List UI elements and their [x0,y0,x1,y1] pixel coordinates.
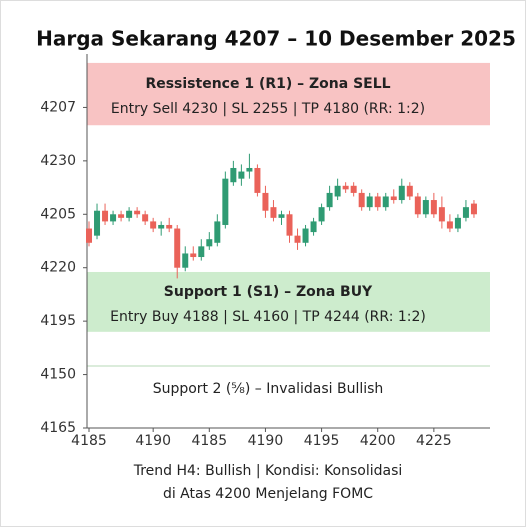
candle-body [110,214,117,222]
y-tick-label: 4205 [40,206,76,222]
x-tick-label: 4185 [191,433,227,449]
candle-body [262,192,269,211]
candle-body [286,214,293,236]
x-tick-label: 4185 [71,433,107,449]
zone-title: Support 1 (S1) – Zona BUY [164,284,373,300]
candle-body [326,192,333,208]
candle-body [166,224,173,229]
candle-body [350,185,357,193]
zone-title: Ressistence 1 (R1) – Zona SELL [145,76,390,92]
candle-body [454,217,461,229]
candle-body [390,196,397,201]
y-tick-label: 4220 [40,260,76,276]
candle-body [126,210,133,218]
candle-body [222,178,229,225]
candle-body [310,221,317,233]
candle-body [246,167,253,172]
candle-body [406,185,413,197]
support-text: Support 2 (⅝) – Invalidasi Bullish [153,381,384,397]
candle-body [118,214,125,218]
candle-body [302,228,309,243]
candle-body [334,185,341,197]
zone [87,62,490,126]
x-tick-label: 4195 [304,433,340,449]
zone-text: Entry Sell 4230 | SL 2255 | TP 4180 (RR:… [111,101,425,117]
candle-body [438,207,445,222]
candle-body [430,200,437,215]
candle-body [278,214,285,218]
candle-body [398,185,405,201]
candle-body [382,196,389,208]
candle-body [230,167,237,183]
candle-body [318,207,325,222]
candle-body [158,224,165,229]
candle-body [270,207,277,218]
y-tick-label: 4230 [40,153,76,169]
footer-line: Trend H4: Bullish | Kondisi: Konsolidasi [133,463,403,479]
footer-line: di Atas 4200 Menjelang FOMC [163,486,373,502]
y-tick-label: 4207 [40,99,76,115]
y-tick-label: 4165 [40,420,76,436]
candle-body [374,196,381,208]
chart-title: Harga Sekarang 4207 – 10 Desember 2025 [36,27,516,51]
candle-body [422,200,429,215]
candle-body [134,210,141,215]
y-tick-label: 4195 [40,313,76,329]
x-tick-label: 4225 [416,433,452,449]
candle-body [102,210,109,222]
candle-body [86,228,93,243]
candle-body [142,214,149,222]
x-tick-label: 4190 [248,433,284,449]
x-tick-label: 4200 [360,433,396,449]
candle-body [190,253,197,258]
candle-body [174,228,181,268]
candle-body [206,239,213,247]
candle-body [294,235,301,243]
candle-body [342,185,349,190]
candle-body [198,246,205,258]
candle-body [462,207,469,218]
candle-body [358,192,365,208]
candle-body [214,221,221,243]
candle-body [366,196,373,208]
candle-body [94,210,101,236]
candle-body [446,221,453,229]
candle-body [238,171,245,179]
candle-body [414,196,421,215]
candle-body [150,221,157,229]
x-tick-label: 4190 [135,433,171,449]
candle-body [182,253,189,268]
zone-text: Entry Buy 4188 | SL 4160 | TP 4244 (RR: … [110,309,426,325]
y-tick-label: 4150 [40,367,76,383]
candle-body [470,203,477,215]
candle-body [254,167,261,193]
zone [87,271,490,332]
